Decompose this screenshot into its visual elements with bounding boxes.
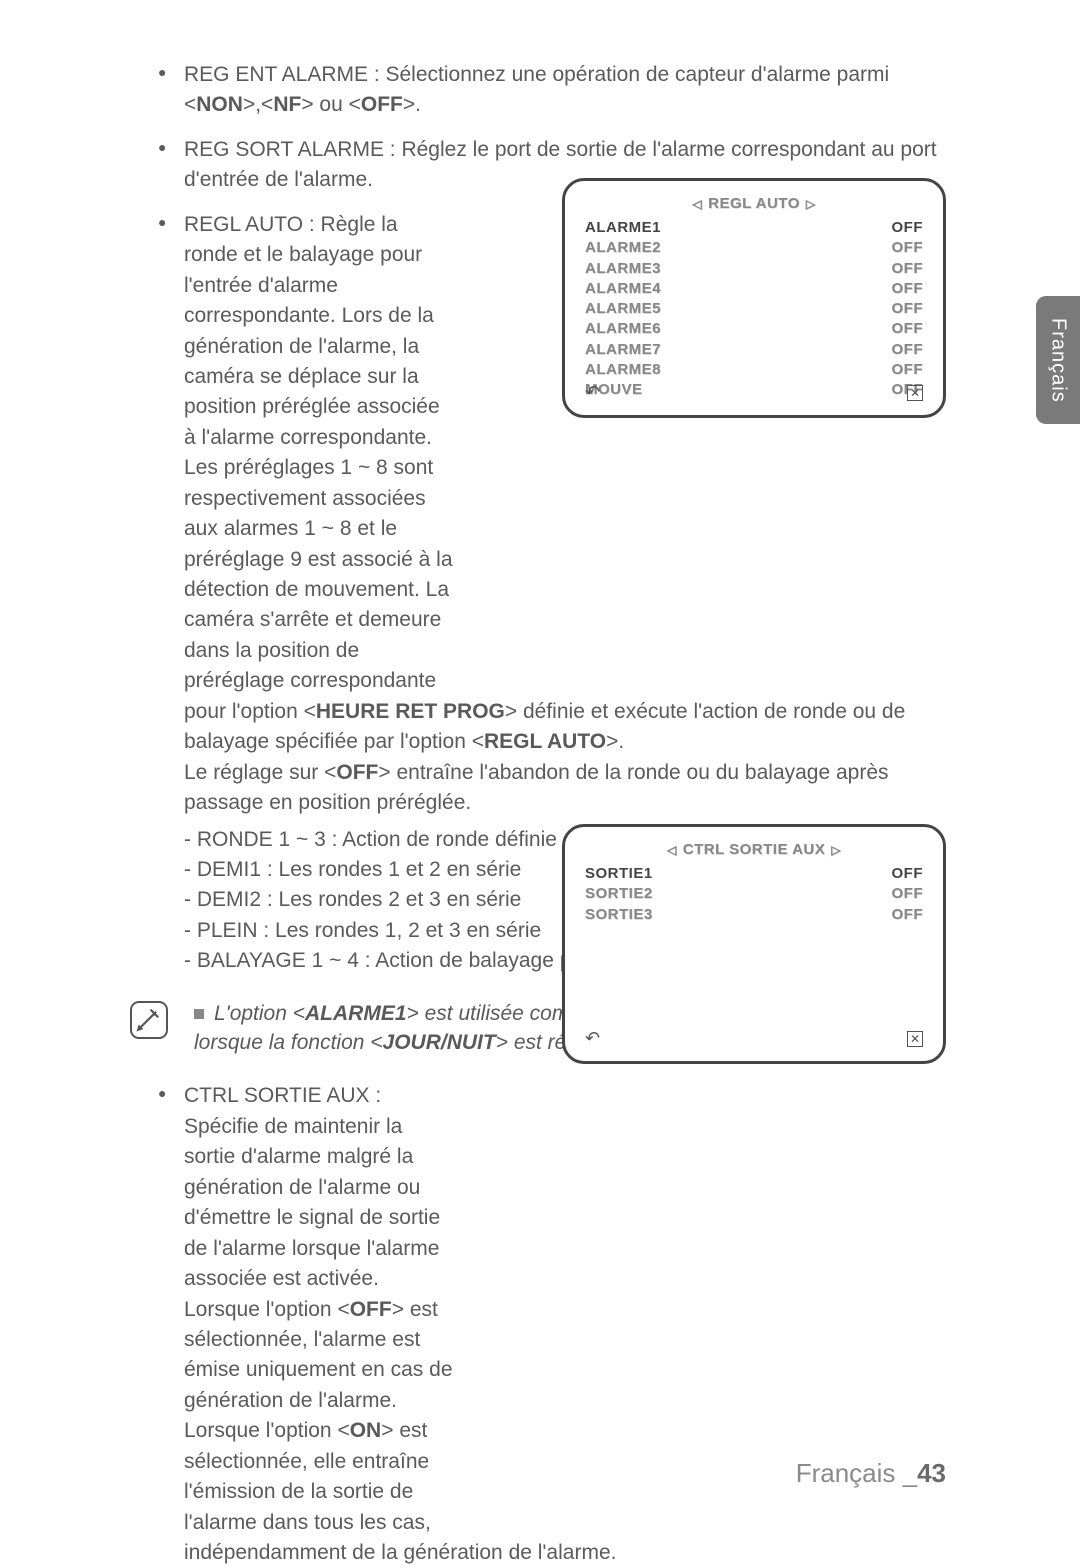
bold-text: ALARME1	[305, 1002, 407, 1025]
page-footer: Français _43	[796, 1458, 946, 1489]
text: >.	[403, 93, 421, 116]
wide-text-1: pour l'option <HEURE RET PROG> définie e…	[184, 697, 950, 758]
narrow-text: REGL AUTO : Règle la ronde et le balayag…	[184, 210, 454, 697]
menu-row: ALARME6 OFF	[585, 319, 923, 339]
bold-text: ON	[350, 1419, 382, 1442]
menu-title: ◁ CTRL SORTIE AUX ▷	[585, 841, 923, 858]
bold-text: OFF	[361, 93, 403, 116]
menu-label: SORTIE3	[585, 905, 653, 925]
menu-row: ALARME4 OFF	[585, 279, 923, 299]
return-icon: ↶	[585, 382, 600, 403]
wide-text-2: Le réglage sur <OFF> entraîne l'abandon …	[184, 758, 950, 819]
menu-value: OFF	[892, 238, 924, 258]
note-bullet-icon	[194, 1009, 204, 1019]
menu-row: ALARME5 OFF	[585, 299, 923, 319]
menu-regl-auto: ◁ REGL AUTO ▷ ALARME1 OFF ALARME2 OFF ALARME3 O…	[562, 178, 946, 418]
menu-row: ALARME2 OFF	[585, 238, 923, 258]
menu-row: ALARME1 OFF	[585, 218, 923, 238]
menu-footer: ↶ ✕	[585, 1028, 923, 1049]
menu-label: ALARME6	[585, 319, 661, 339]
menu-row: ALARME7 OFF	[585, 340, 923, 360]
menu-label: ALARME1	[585, 218, 661, 238]
menu-footer: ↶ ✕	[585, 382, 923, 403]
bold-text: NF	[273, 93, 301, 116]
menu-value: OFF	[892, 299, 924, 319]
text: >.	[606, 730, 624, 753]
menu-row: SORTIE1 OFF	[585, 864, 923, 884]
bullet-reg-ent: REG ENT ALARME : Sélectionnez une opérat…	[184, 60, 950, 121]
close-icon: ✕	[907, 385, 923, 401]
bracket-icon: ▷	[831, 843, 841, 857]
menu-label: ALARME4	[585, 279, 661, 299]
menu-value: OFF	[892, 884, 924, 904]
text: CTRL SORTIE AUX : Spécifie de maintenir …	[184, 1084, 440, 1320]
menu-rows: ALARME1 OFF ALARME2 OFF ALARME3 OFF ALARME4 OFF…	[585, 218, 923, 400]
menu-value: OFF	[892, 905, 924, 925]
language-side-tab: Français	[1036, 296, 1080, 424]
footer-lang: Français _	[796, 1458, 917, 1488]
bold-text: REGL AUTO	[484, 730, 606, 753]
bracket-icon: ◁	[692, 197, 702, 211]
bracket-icon: ▷	[806, 197, 816, 211]
bold-text: HEURE RET PROG	[316, 700, 505, 723]
menu-value: OFF	[892, 319, 924, 339]
bracket-icon: ◁	[667, 843, 677, 857]
title-text: REGL AUTO	[708, 195, 800, 212]
menu-value: OFF	[892, 360, 924, 380]
menu-value: OFF	[892, 259, 924, 279]
menu-label: ALARME3	[585, 259, 661, 279]
menu-label: SORTIE2	[585, 884, 653, 904]
menu-title: ◁ REGL AUTO ▷	[585, 195, 923, 212]
menu-value: OFF	[892, 279, 924, 299]
menu-row: SORTIE3 OFF	[585, 905, 923, 925]
menu-rows: SORTIE1 OFF SORTIE2 OFF SORTIE3 OFF	[585, 864, 923, 925]
bold-text: OFF	[350, 1298, 392, 1321]
bold-text: JOUR/NUIT	[383, 1031, 496, 1054]
text: > ou <	[301, 93, 361, 116]
title-text: CTRL SORTIE AUX	[683, 841, 826, 858]
menu-label: ALARME5	[585, 299, 661, 319]
menu-label: SORTIE1	[585, 864, 653, 884]
menu-label: ALARME8	[585, 360, 661, 380]
narrow-text: CTRL SORTIE AUX : Spécifie de maintenir …	[184, 1081, 454, 1538]
side-tab-label: Français	[1047, 318, 1070, 403]
text: pour l'option <	[184, 700, 316, 723]
menu-row: ALARME8 OFF	[585, 360, 923, 380]
bold-text: OFF	[336, 761, 378, 784]
note-icon	[130, 1001, 168, 1039]
menu-ctrl-sortie-aux: ◁CTRL SORTIE AUX▷ SORTIE1OFFSORTIE2OFFSO…	[562, 824, 946, 1064]
text: Le réglage sur <	[184, 761, 336, 784]
close-icon: ✕	[907, 1031, 923, 1047]
menu-row: SORTIE2 OFF	[585, 884, 923, 904]
return-icon: ↶	[585, 1028, 600, 1049]
footer-page-number: 43	[917, 1458, 946, 1488]
text: >,<	[243, 93, 273, 116]
menu-row: ALARME3 OFF	[585, 259, 923, 279]
bullet-list-2: CTRL SORTIE AUX : Spécifie de maintenir …	[130, 1081, 950, 1568]
menu-value: OFF	[892, 864, 924, 884]
menu-value: OFF	[892, 218, 924, 238]
text: L'option <	[214, 1002, 305, 1025]
bullet-ctrl-aux: CTRL SORTIE AUX : Spécifie de maintenir …	[184, 1081, 950, 1568]
menu-label: ALARME7	[585, 340, 661, 360]
menu-value: OFF	[892, 340, 924, 360]
menu-label: ALARME2	[585, 238, 661, 258]
bold-text: NON	[196, 93, 243, 116]
